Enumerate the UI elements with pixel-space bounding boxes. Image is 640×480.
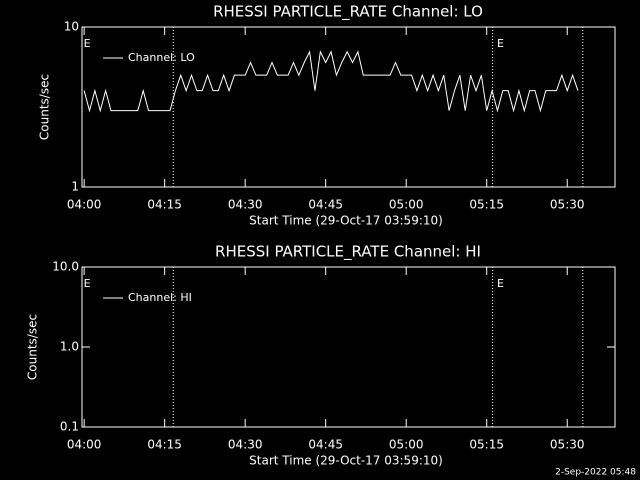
flag-label: E — [497, 37, 504, 50]
x-tick-label: 04:00 — [67, 198, 102, 212]
y-tick-label: 10 — [64, 20, 79, 34]
x-tick-label: 05:30 — [550, 438, 585, 452]
y-axis-label: Counts/sec — [26, 314, 40, 380]
x-tick-label: 05:15 — [469, 438, 504, 452]
x-tick-label: 04:45 — [308, 438, 343, 452]
x-tick-label: 04:00 — [67, 438, 102, 452]
x-axis-label: Start Time (29-Oct-17 03:59:10) — [249, 454, 443, 468]
x-tick-label: 04:30 — [228, 198, 263, 212]
y-tick-label: 1.0 — [60, 340, 79, 354]
legend-label: Channel: LO — [128, 51, 195, 64]
x-tick-label: 04:15 — [147, 438, 182, 452]
y-tick-label: 0.1 — [60, 420, 79, 434]
legend-label: Channel: HI — [128, 291, 192, 304]
y-tick-label: 1 — [71, 180, 79, 194]
footer: 2-Sep-2022 05:48 — [555, 468, 636, 478]
flag-label: E — [84, 277, 91, 290]
chart-title: RHESSI PARTICLE_RATE Channel: LO — [213, 3, 483, 22]
flag-label: E — [497, 277, 504, 290]
x-tick-label: 05:00 — [389, 438, 424, 452]
x-tick-label: 05:30 — [550, 198, 585, 212]
x-tick-label: 04:15 — [147, 198, 182, 212]
x-tick-label: 05:00 — [389, 198, 424, 212]
x-tick-label: 04:45 — [308, 198, 343, 212]
plot-frame — [81, 26, 616, 188]
y-axis-label: Counts/sec — [38, 74, 52, 140]
x-axis-label: Start Time (29-Oct-17 03:59:10) — [249, 214, 443, 228]
x-tick-label: 05:15 — [469, 198, 504, 212]
data-line — [83, 50, 579, 113]
chart-title: RHESSI PARTICLE_RATE Channel: HI — [215, 243, 481, 262]
flag-label: E — [84, 37, 91, 50]
y-tick-label: 10.0 — [52, 260, 79, 274]
x-tick-label: 04:30 — [228, 438, 263, 452]
